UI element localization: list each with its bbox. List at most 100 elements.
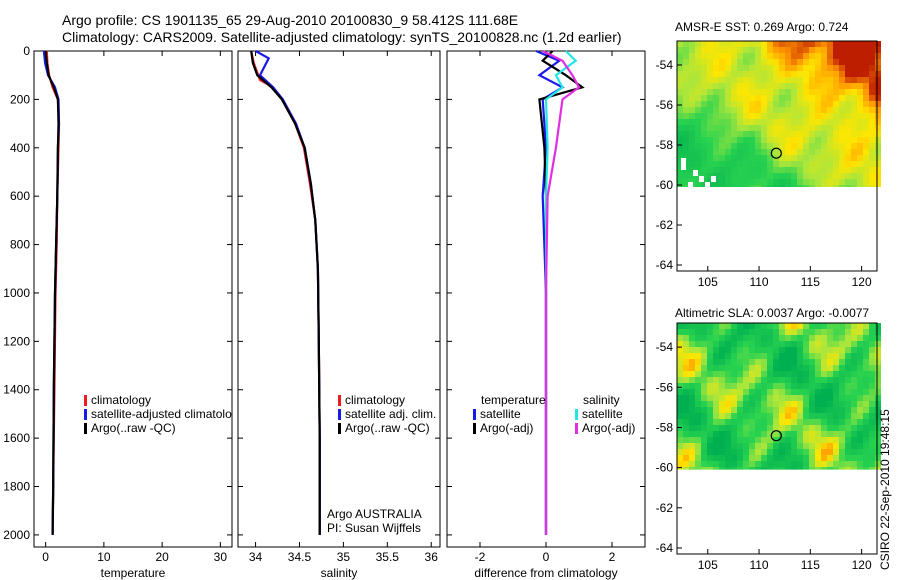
sla-map-cell [731, 431, 737, 437]
sst-map-cell [785, 131, 791, 137]
sst-map-cell [701, 53, 707, 59]
sst-map-cell [791, 113, 797, 119]
sla-map-cell [677, 395, 683, 401]
sst-map-cell [863, 83, 869, 89]
sst-map-cell [743, 161, 749, 167]
sst-map-gap-cell [681, 164, 686, 170]
sla-map-cell [737, 413, 743, 419]
sst-map-cell [875, 107, 881, 113]
sst-map-cell [701, 101, 707, 107]
sst-map-cell [761, 95, 767, 101]
sst-map-cell [839, 53, 845, 59]
sla-map-cell [821, 449, 827, 455]
sst-map-cell [707, 125, 713, 131]
salinity-series-black [250, 50, 321, 535]
sla-map-cell [839, 353, 845, 359]
sst-map-cell [827, 53, 833, 59]
sla-map-ytick-label: -62 [656, 501, 674, 515]
sla-map-cell [683, 437, 689, 443]
sla-map-cell [845, 443, 851, 449]
diff-legend-temp-satellite-swatch [473, 409, 476, 420]
sst-map-cell [845, 65, 851, 71]
sst-map-cell [677, 125, 683, 131]
sst-map-cell [875, 47, 881, 53]
sst-map-cell [695, 179, 701, 185]
sst-map-cell [833, 161, 839, 167]
sst-map-cell [719, 137, 725, 143]
sla-map-cell [809, 341, 815, 347]
sla-map-cell [803, 425, 809, 431]
sst-map-cell [827, 59, 833, 65]
sst-map-cell [695, 185, 701, 187]
sst-map-cell [875, 167, 881, 173]
sst-map-cell [749, 149, 755, 155]
sst-map-cell [857, 89, 863, 95]
sla-map-cell [731, 449, 737, 455]
sst-map-cell [863, 77, 869, 83]
sla-map-cell [689, 455, 695, 461]
sst-map-cell [827, 107, 833, 113]
sst-map-ytick-label: -54 [656, 58, 674, 72]
sst-map-cell [869, 125, 875, 131]
sst-map-cell [809, 41, 815, 47]
depth-tick-label: 0 [23, 44, 30, 58]
sst-map-cell [797, 95, 803, 101]
sla-map-cell [743, 419, 749, 425]
sla-map-cell [677, 413, 683, 419]
sla-map-cell [803, 377, 809, 383]
sla-map-cell [719, 365, 725, 371]
sla-map-cell [677, 341, 683, 347]
sst-map-cell [821, 47, 827, 53]
sst-map-cell [833, 113, 839, 119]
sst-map-cell [839, 125, 845, 131]
sst-map-cell [839, 77, 845, 83]
sst-map-cell [785, 179, 791, 185]
sla-map-cell [797, 467, 803, 470]
sst-map-cell [695, 95, 701, 101]
sla-map-cell [749, 467, 755, 470]
sla-map-cell [695, 461, 701, 467]
sla-map-cell [797, 365, 803, 371]
sla-map-cell [845, 377, 851, 383]
sst-map-cell [689, 113, 695, 119]
sla-map-cell [797, 443, 803, 449]
sla-map-cell [761, 353, 767, 359]
sla-map-cell [767, 407, 773, 413]
sla-map-cell [791, 437, 797, 443]
sla-map-cell [695, 419, 701, 425]
sst-map-cell [815, 107, 821, 113]
sst-map-cell [677, 161, 683, 167]
sla-map-cell [761, 329, 767, 335]
sla-map-cell [845, 467, 851, 470]
sst-map-cell [833, 137, 839, 143]
sla-map-cell [845, 347, 851, 353]
sla-map-cell [803, 449, 809, 455]
sla-map-cell [761, 371, 767, 377]
sst-map-cell [749, 95, 755, 101]
sla-map-cell [845, 401, 851, 407]
sst-map-cell [743, 131, 749, 137]
sla-map-cell [869, 443, 875, 449]
sst-map-cell [839, 95, 845, 101]
sst-map-cell [689, 125, 695, 131]
sst-map-cell [851, 143, 857, 149]
sst-map-cell [761, 167, 767, 173]
sst-map-cell [755, 107, 761, 113]
sla-map-cell [857, 353, 863, 359]
sst-map-cell [761, 107, 767, 113]
sst-map-cell [851, 101, 857, 107]
sst-map-cell [785, 65, 791, 71]
sla-map-cell [683, 407, 689, 413]
sla-map-cell [797, 341, 803, 347]
sal-legend-satellite-swatch [338, 409, 341, 420]
sla-map-cell [833, 431, 839, 437]
sla-map-cell [731, 461, 737, 467]
sst-map-cell [845, 143, 851, 149]
sst-map-cell [803, 173, 809, 179]
sst-map-cell [761, 131, 767, 137]
sla-map-cell [857, 419, 863, 425]
diff-legend-temp-satellite-label: satellite [480, 407, 521, 421]
sst-map-cell [743, 137, 749, 143]
sst-map-cell [749, 101, 755, 107]
sst-map-cell [707, 53, 713, 59]
